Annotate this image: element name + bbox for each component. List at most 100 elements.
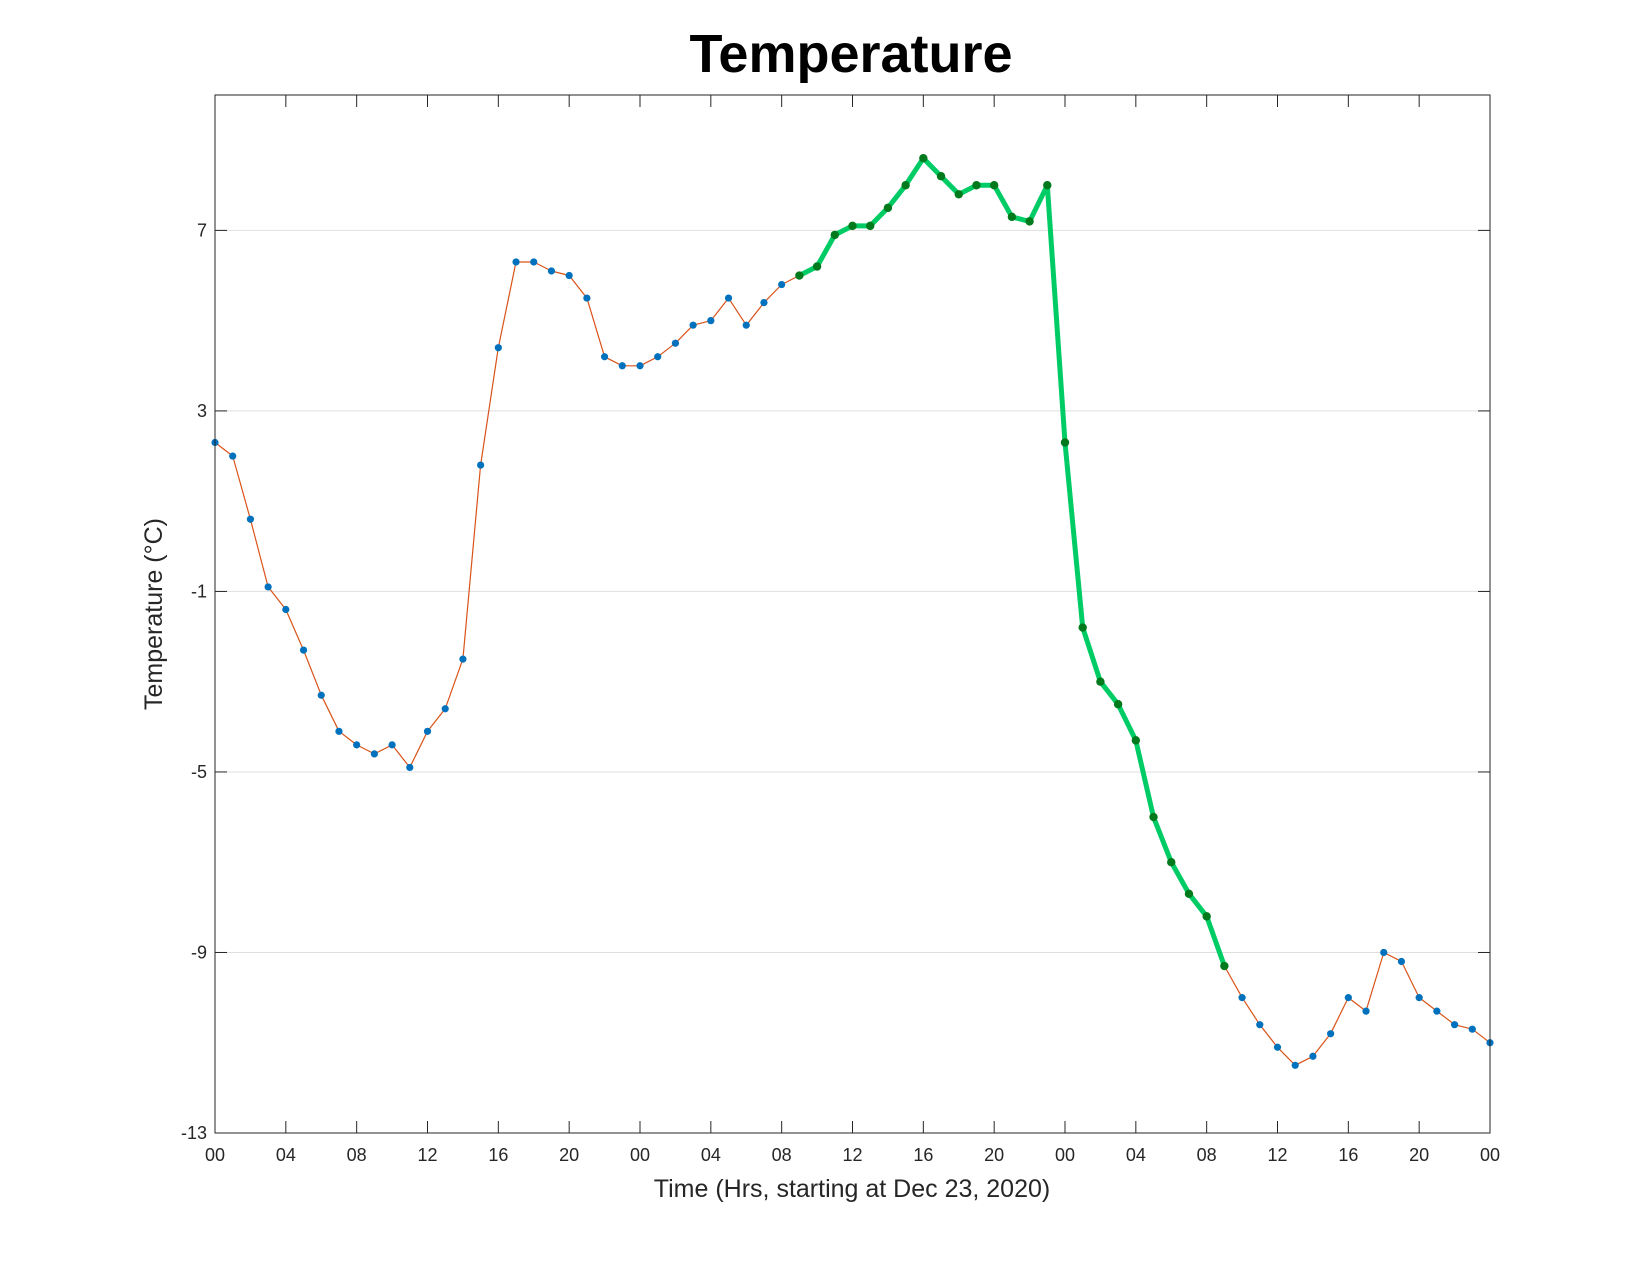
data-point [1397, 957, 1406, 966]
data-point [636, 362, 644, 370]
y-axis-title: Temperature (°C) [140, 518, 168, 710]
data-point [618, 362, 626, 370]
highlighted-data-point [1060, 438, 1070, 447]
x-tick-label: 20 [984, 1145, 1004, 1165]
y-tick-label: -5 [191, 762, 207, 782]
y-tick-label: 7 [197, 220, 207, 240]
data-point [229, 452, 237, 460]
x-tick-label: 16 [488, 1145, 508, 1165]
x-tick-label: 12 [1267, 1145, 1287, 1165]
x-tick-label: 00 [1480, 1145, 1500, 1165]
data-point [264, 583, 272, 591]
data-point [600, 353, 609, 361]
data-point [1256, 1021, 1264, 1029]
x-tick-label: 12 [417, 1145, 437, 1165]
highlighted-data-point [1220, 961, 1229, 971]
data-point [760, 299, 768, 307]
x-tick-label: 12 [842, 1145, 862, 1165]
highlighted-data-point [972, 181, 981, 190]
data-point [689, 321, 697, 329]
x-tick-labels: 00 04 08 12 16 20 00 04 08 12 16 20 00 04 08 12 16 20 00 [205, 1145, 1500, 1165]
highlighted-data-point [901, 181, 910, 190]
data-point [1362, 1007, 1370, 1015]
highlighted-data-point [954, 190, 963, 199]
data-point [1291, 1061, 1299, 1069]
data-point [353, 741, 361, 749]
y-tick-label: -9 [191, 942, 207, 962]
data-point [1327, 1030, 1335, 1038]
data-point [1309, 1052, 1317, 1060]
y-tick-labels: -13-9-5-137 [181, 220, 207, 1143]
x-tick-label: 08 [347, 1145, 367, 1165]
x-tick-label: 04 [701, 1145, 721, 1165]
data-point [583, 294, 591, 302]
highlighted-data-point [1131, 736, 1141, 745]
data-point [707, 317, 715, 325]
highlighted-data-point [1202, 912, 1211, 921]
x-axis-title: Time (Hrs, starting at Dec 23, 2020) [654, 1175, 1050, 1203]
x-tick-label: 20 [1409, 1145, 1429, 1165]
data-point [246, 515, 255, 523]
highlighted-data-point [919, 153, 928, 163]
highlighted-data-point [1078, 623, 1087, 632]
data-point [477, 461, 485, 469]
x-tick-label: 16 [1338, 1145, 1358, 1165]
highlighted-data-point [830, 230, 839, 240]
data-point [724, 294, 733, 302]
highlighted-data-point [1113, 700, 1123, 709]
data-point [299, 646, 308, 654]
data-point [778, 280, 786, 289]
data-point [1468, 1025, 1476, 1033]
x-tick-label: 08 [772, 1145, 792, 1165]
plot-area [211, 94, 1494, 1134]
data-point [1415, 994, 1423, 1002]
data-point [1273, 1043, 1282, 1051]
data-point [1450, 1021, 1459, 1029]
highlighted-data-point [1096, 677, 1105, 686]
data-point [317, 691, 325, 699]
data-point [1380, 948, 1388, 957]
x-tick-label: 00 [1055, 1145, 1075, 1165]
highlighted-data-point [1025, 217, 1034, 226]
series-lines [211, 153, 1494, 1069]
highlighted-data-point [936, 172, 946, 181]
plot-background [215, 95, 1490, 1133]
highlighted-data-point [1043, 181, 1052, 190]
data-point [654, 353, 662, 361]
x-tick-label: 04 [276, 1145, 296, 1165]
data-point [547, 267, 556, 275]
x-tick-label: 04 [1126, 1145, 1146, 1165]
highlighted-data-point [866, 221, 875, 231]
x-tick-label: 16 [913, 1145, 933, 1165]
data-point [441, 705, 449, 713]
data-point [370, 750, 378, 758]
axis-ticks [214, 95, 1491, 1134]
data-point [1344, 994, 1352, 1002]
x-tick-label: 08 [1197, 1145, 1217, 1165]
data-point [671, 339, 680, 347]
x-tick-label: 00 [205, 1145, 225, 1165]
highlighted-data-point [795, 271, 804, 280]
data-point [530, 258, 538, 266]
highlighted-data-point [1184, 889, 1194, 899]
y-tick-label: -13 [181, 1123, 207, 1143]
data-point [406, 763, 414, 772]
highlighted-data-point [1167, 858, 1176, 867]
data-point [565, 271, 573, 280]
highlighted-data-point [848, 221, 857, 231]
data-point [335, 727, 343, 735]
data-point [459, 655, 467, 663]
data-point [512, 258, 520, 266]
gridlines [215, 229, 1490, 953]
data-point [494, 344, 502, 352]
data-point [1238, 994, 1246, 1002]
highlighted-data-point [1149, 812, 1158, 822]
highlighted-data-point [883, 203, 893, 213]
data-point [1433, 1007, 1441, 1015]
data-point [388, 741, 396, 749]
x-tick-label: 20 [559, 1145, 579, 1165]
y-tick-label: 3 [197, 401, 207, 421]
highlighted-data-point [989, 181, 999, 190]
highlighted-data-point [1007, 212, 1017, 222]
